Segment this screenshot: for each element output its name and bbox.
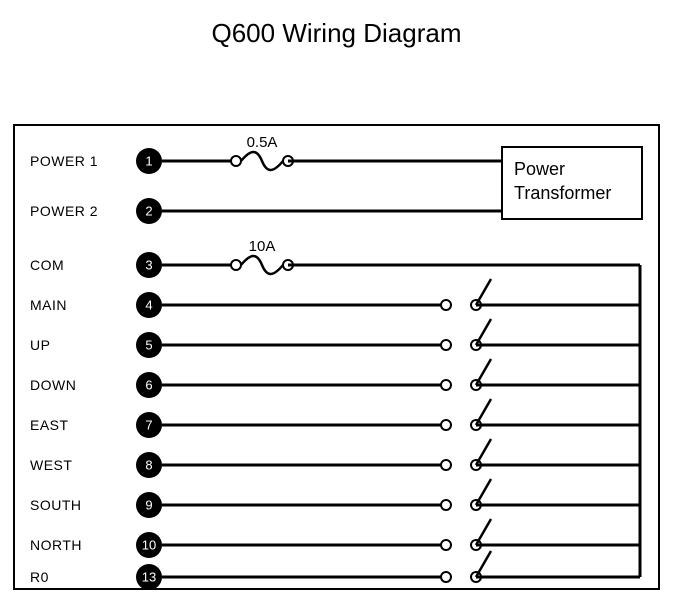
fuse-node [231, 260, 241, 270]
fuse-icon [241, 256, 283, 274]
switch-node [441, 300, 451, 310]
terminal-number: 8 [145, 458, 152, 473]
fuse-node [231, 156, 241, 166]
terminal-number: 13 [142, 570, 156, 585]
switch-node [441, 540, 451, 550]
terminal-number: 2 [145, 204, 152, 219]
fuse-label: 0.5A [247, 134, 278, 151]
terminal-number: 7 [145, 418, 152, 433]
wiring-diagram-svg: Power Transformer POWER 1 1 0.5A POWER 2 2 COM 3… [0, 59, 673, 612]
switch-lever-icon [476, 359, 491, 385]
row-label: NORTH [30, 537, 82, 553]
fuse-label: 10A [249, 238, 276, 255]
terminal-number: 10 [142, 538, 156, 553]
switch-node [441, 380, 451, 390]
row-label: EAST [30, 417, 69, 433]
switch-node [441, 572, 451, 582]
diagram-title: Q600 Wiring Diagram [0, 0, 673, 59]
row-label: MAIN [30, 297, 67, 313]
switch-node [441, 500, 451, 510]
row-label: POWER 1 [30, 153, 98, 169]
switch-lever-icon [476, 399, 491, 425]
switch-node [441, 420, 451, 430]
terminal-number: 4 [145, 298, 152, 313]
switch-lever-icon [476, 319, 491, 345]
switch-lever-icon [476, 519, 491, 545]
fuse-icon [241, 152, 283, 170]
row-label: COM [30, 257, 64, 273]
switch-lever-icon [476, 551, 491, 577]
row-label: UP [30, 337, 50, 353]
switch-lever-icon [476, 439, 491, 465]
row-label: DOWN [30, 377, 76, 393]
terminal-number: 6 [145, 378, 152, 393]
row-label: R0 [30, 569, 49, 585]
transformer-label-1: Power [514, 159, 565, 179]
row-label: POWER 2 [30, 203, 98, 219]
terminal-number: 9 [145, 498, 152, 513]
row-label: WEST [30, 457, 72, 473]
transformer-label-2: Transformer [514, 183, 611, 203]
switch-lever-icon [476, 479, 491, 505]
terminal-number: 1 [145, 154, 152, 169]
row-label: SOUTH [30, 497, 82, 513]
switch-node [441, 340, 451, 350]
terminal-number: 3 [145, 258, 152, 273]
switch-node [441, 460, 451, 470]
switch-lever-icon [476, 279, 491, 305]
terminal-number: 5 [145, 338, 152, 353]
